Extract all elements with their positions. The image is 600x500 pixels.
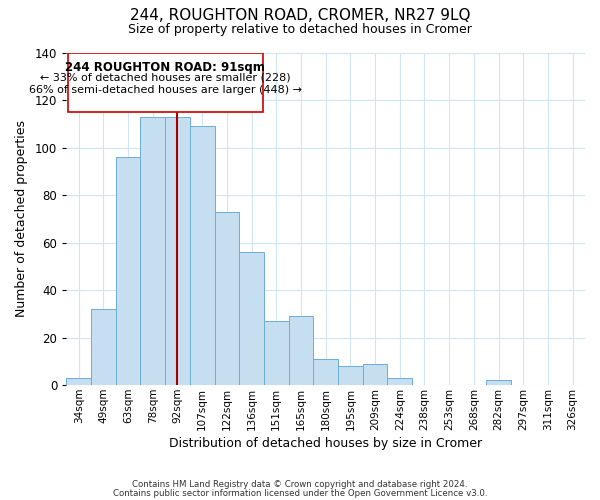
Bar — [215, 212, 239, 385]
Bar — [338, 366, 363, 385]
Bar — [239, 252, 264, 385]
Text: 66% of semi-detached houses are larger (448) →: 66% of semi-detached houses are larger (… — [29, 84, 302, 94]
Y-axis label: Number of detached properties: Number of detached properties — [15, 120, 28, 318]
Text: Size of property relative to detached houses in Cromer: Size of property relative to detached ho… — [128, 22, 472, 36]
Bar — [140, 116, 165, 385]
Text: 244 ROUGHTON ROAD: 91sqm: 244 ROUGHTON ROAD: 91sqm — [65, 61, 265, 74]
Bar — [388, 378, 412, 385]
Bar — [313, 359, 338, 385]
Bar — [91, 309, 116, 385]
Bar — [190, 126, 215, 385]
Text: ← 33% of detached houses are smaller (228): ← 33% of detached houses are smaller (22… — [40, 72, 290, 83]
Text: Contains public sector information licensed under the Open Government Licence v3: Contains public sector information licen… — [113, 489, 487, 498]
Bar — [289, 316, 313, 385]
Bar — [486, 380, 511, 385]
Bar — [67, 378, 91, 385]
X-axis label: Distribution of detached houses by size in Cromer: Distribution of detached houses by size … — [169, 437, 482, 450]
Bar — [165, 116, 190, 385]
Bar — [363, 364, 388, 385]
Text: Contains HM Land Registry data © Crown copyright and database right 2024.: Contains HM Land Registry data © Crown c… — [132, 480, 468, 489]
Bar — [68, 52, 263, 112]
Bar — [264, 321, 289, 385]
Bar — [116, 157, 140, 385]
Text: 244, ROUGHTON ROAD, CROMER, NR27 9LQ: 244, ROUGHTON ROAD, CROMER, NR27 9LQ — [130, 8, 470, 22]
